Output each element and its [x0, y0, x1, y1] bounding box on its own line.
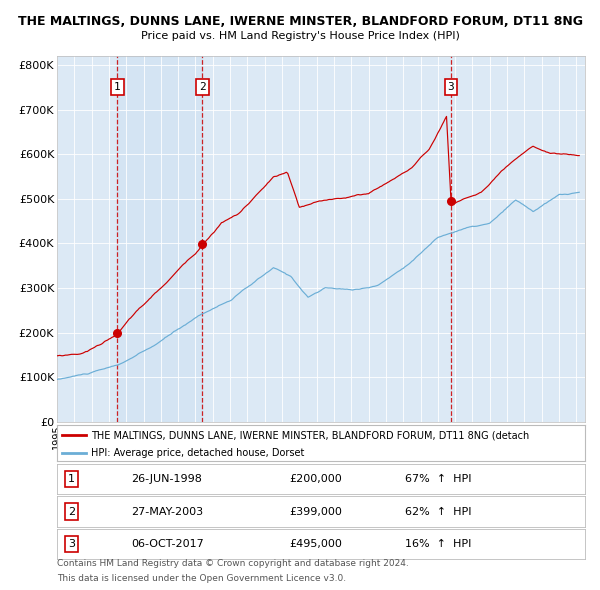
Text: 2: 2: [199, 82, 206, 92]
Text: This data is licensed under the Open Government Licence v3.0.: This data is licensed under the Open Gov…: [57, 574, 346, 583]
Text: £495,000: £495,000: [289, 539, 342, 549]
Text: £399,000: £399,000: [289, 507, 342, 516]
Bar: [118, 56, 202, 422]
Text: £200,000: £200,000: [289, 474, 342, 484]
Text: Contains HM Land Registry data © Crown copyright and database right 2024.: Contains HM Land Registry data © Crown c…: [57, 559, 409, 568]
Text: 26-JUN-1998: 26-JUN-1998: [131, 474, 202, 484]
Text: 67%  ↑  HPI: 67% ↑ HPI: [406, 474, 472, 484]
Text: 1: 1: [68, 474, 75, 484]
Text: Price paid vs. HM Land Registry's House Price Index (HPI): Price paid vs. HM Land Registry's House …: [140, 31, 460, 41]
Text: 1: 1: [114, 82, 121, 92]
Text: THE MALTINGS, DUNNS LANE, IWERNE MINSTER, BLANDFORD FORUM, DT11 8NG (detach: THE MALTINGS, DUNNS LANE, IWERNE MINSTER…: [91, 430, 530, 440]
Text: HPI: Average price, detached house, Dorset: HPI: Average price, detached house, Dors…: [91, 448, 305, 458]
Text: 3: 3: [68, 539, 75, 549]
Text: 3: 3: [448, 82, 454, 92]
Text: 16%  ↑  HPI: 16% ↑ HPI: [406, 539, 472, 549]
Text: THE MALTINGS, DUNNS LANE, IWERNE MINSTER, BLANDFORD FORUM, DT11 8NG: THE MALTINGS, DUNNS LANE, IWERNE MINSTER…: [17, 15, 583, 28]
Text: 27-MAY-2003: 27-MAY-2003: [131, 507, 203, 516]
Text: 62%  ↑  HPI: 62% ↑ HPI: [406, 507, 472, 516]
Text: 2: 2: [68, 507, 76, 516]
Text: 06-OCT-2017: 06-OCT-2017: [131, 539, 203, 549]
